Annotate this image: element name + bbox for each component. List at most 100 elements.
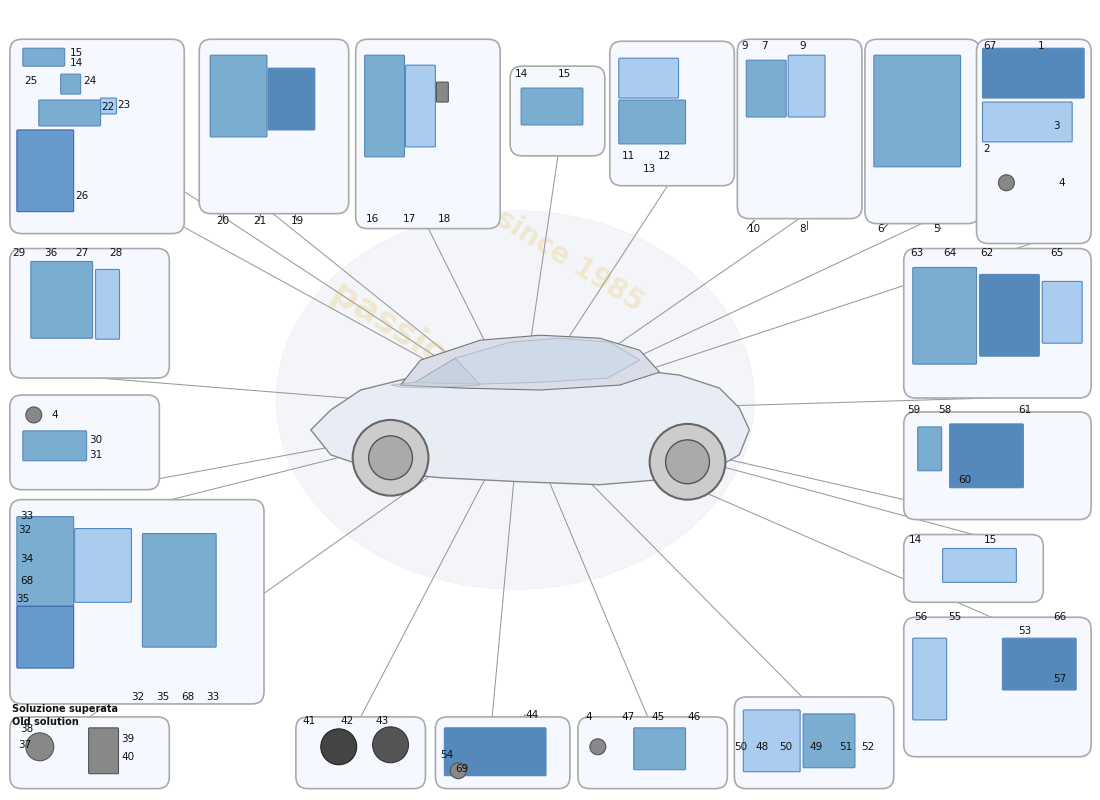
Polygon shape xyxy=(416,338,640,384)
Text: 50: 50 xyxy=(779,742,792,752)
Text: 27: 27 xyxy=(76,247,89,258)
Text: 12: 12 xyxy=(658,151,671,161)
Text: 31: 31 xyxy=(89,450,103,460)
Text: 40: 40 xyxy=(121,752,134,762)
Text: 29: 29 xyxy=(12,247,25,258)
Circle shape xyxy=(373,727,408,762)
Text: 47: 47 xyxy=(621,712,635,722)
Text: 7: 7 xyxy=(761,42,768,51)
Circle shape xyxy=(450,762,466,778)
FancyBboxPatch shape xyxy=(904,618,1091,757)
FancyBboxPatch shape xyxy=(904,249,1091,398)
Ellipse shape xyxy=(276,210,755,590)
FancyBboxPatch shape xyxy=(735,697,894,789)
FancyBboxPatch shape xyxy=(16,517,74,606)
Text: 9: 9 xyxy=(799,42,806,51)
Circle shape xyxy=(25,407,42,423)
FancyBboxPatch shape xyxy=(96,270,120,339)
FancyBboxPatch shape xyxy=(10,395,160,490)
Circle shape xyxy=(368,436,412,480)
Text: 17: 17 xyxy=(403,214,416,224)
FancyBboxPatch shape xyxy=(1002,638,1076,690)
FancyBboxPatch shape xyxy=(744,710,800,772)
FancyBboxPatch shape xyxy=(979,274,1040,356)
Text: 37: 37 xyxy=(18,740,31,750)
FancyBboxPatch shape xyxy=(737,39,862,218)
Text: 23: 23 xyxy=(118,100,131,110)
Text: 42: 42 xyxy=(341,716,354,726)
FancyBboxPatch shape xyxy=(913,638,947,720)
Text: 33: 33 xyxy=(20,510,33,521)
FancyBboxPatch shape xyxy=(10,249,169,378)
Text: 38: 38 xyxy=(20,724,33,734)
Text: 11: 11 xyxy=(621,151,635,161)
Text: 49: 49 xyxy=(810,742,823,752)
Text: 5: 5 xyxy=(934,223,940,234)
FancyBboxPatch shape xyxy=(578,717,727,789)
FancyBboxPatch shape xyxy=(10,39,185,234)
Text: 33: 33 xyxy=(206,692,219,702)
Text: 55: 55 xyxy=(948,612,961,622)
Circle shape xyxy=(321,729,356,765)
FancyBboxPatch shape xyxy=(23,48,65,66)
FancyBboxPatch shape xyxy=(23,431,87,461)
FancyBboxPatch shape xyxy=(521,88,583,125)
Polygon shape xyxy=(311,365,749,485)
Text: 54: 54 xyxy=(440,750,453,760)
FancyBboxPatch shape xyxy=(619,100,685,144)
Text: 4: 4 xyxy=(52,410,58,420)
Circle shape xyxy=(999,174,1014,190)
FancyBboxPatch shape xyxy=(75,529,132,602)
FancyBboxPatch shape xyxy=(100,98,117,114)
Text: 51: 51 xyxy=(839,742,853,752)
Text: 64: 64 xyxy=(944,247,957,258)
FancyBboxPatch shape xyxy=(16,130,74,212)
Circle shape xyxy=(590,739,606,754)
FancyBboxPatch shape xyxy=(89,728,119,774)
FancyBboxPatch shape xyxy=(619,58,679,98)
FancyBboxPatch shape xyxy=(746,60,786,117)
Text: 4: 4 xyxy=(1058,178,1065,188)
Text: 56: 56 xyxy=(914,612,927,622)
FancyBboxPatch shape xyxy=(1043,282,1082,343)
Circle shape xyxy=(650,424,725,500)
Text: 14: 14 xyxy=(909,534,922,545)
Text: 9: 9 xyxy=(741,42,748,51)
Text: 68: 68 xyxy=(20,576,33,586)
Text: 4: 4 xyxy=(586,712,593,722)
FancyBboxPatch shape xyxy=(982,48,1085,98)
FancyBboxPatch shape xyxy=(609,42,735,186)
FancyBboxPatch shape xyxy=(803,714,855,768)
Text: 59: 59 xyxy=(906,405,920,415)
Text: 26: 26 xyxy=(76,190,89,201)
Text: 68: 68 xyxy=(182,692,195,702)
FancyBboxPatch shape xyxy=(510,66,605,156)
Text: 28: 28 xyxy=(110,247,123,258)
Text: 36: 36 xyxy=(44,247,57,258)
Text: 46: 46 xyxy=(688,712,701,722)
Text: 57: 57 xyxy=(1053,674,1067,684)
Text: 62: 62 xyxy=(980,247,993,258)
Text: 25: 25 xyxy=(24,76,37,86)
FancyBboxPatch shape xyxy=(865,39,979,224)
Text: 13: 13 xyxy=(642,164,656,174)
Text: 43: 43 xyxy=(375,716,389,726)
Text: 14: 14 xyxy=(515,69,528,79)
Text: since 1985: since 1985 xyxy=(492,204,649,317)
Text: Old solution: Old solution xyxy=(12,717,78,727)
Text: 20: 20 xyxy=(217,216,229,226)
FancyBboxPatch shape xyxy=(977,39,1091,243)
Text: 35: 35 xyxy=(156,692,169,702)
FancyBboxPatch shape xyxy=(10,500,264,704)
Text: 44: 44 xyxy=(525,710,538,720)
Text: 6: 6 xyxy=(877,223,883,234)
FancyBboxPatch shape xyxy=(16,606,74,668)
Text: 63: 63 xyxy=(911,247,924,258)
Text: 16: 16 xyxy=(365,214,378,224)
Text: 35: 35 xyxy=(15,594,29,604)
FancyBboxPatch shape xyxy=(199,39,349,214)
Text: 21: 21 xyxy=(253,216,266,226)
Text: 67: 67 xyxy=(983,42,997,51)
FancyBboxPatch shape xyxy=(436,717,570,789)
Text: 69: 69 xyxy=(455,764,469,774)
